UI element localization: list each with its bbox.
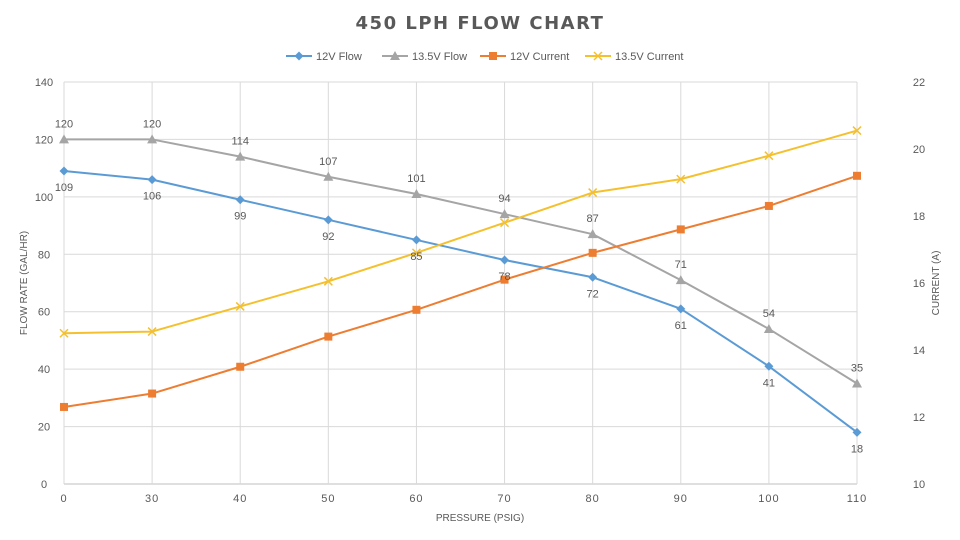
data-point [324,333,332,341]
data-label: 54 [763,308,775,320]
series-line [64,171,857,432]
x-tick-label: 80 [586,493,600,505]
y2-tick-label: 14 [913,345,925,357]
data-label: 18 [851,443,863,455]
data-point [852,379,862,388]
y-tick-label: 120 [35,134,53,146]
data-point [588,273,597,282]
data-label: 87 [587,213,599,225]
data-point [500,256,509,265]
data-label: 101 [407,173,425,185]
y-tick-label: 20 [38,422,50,434]
legend-label: 13.5V Current [615,51,683,63]
series-12v-flow [60,167,862,437]
gridlines [64,82,857,484]
series-layer [59,127,862,437]
data-point [765,202,773,210]
data-label: 41 [763,377,775,389]
data-label: 72 [587,288,599,300]
data-label: 99 [234,211,246,223]
y-axis-title: FLOW RATE (GAL/HR) [19,231,30,335]
y-tick-label: 80 [38,249,50,261]
x-tick-label: 0 [60,493,67,505]
x-tick-label: 60 [409,493,423,505]
data-label: 78 [498,271,510,283]
y-tick-label: 60 [38,307,50,319]
data-label: 94 [498,193,510,205]
y2-tick-label: 20 [913,144,925,156]
legend: 12V Flow 13.5V Flow 12V Current 13.5V Curre… [286,51,683,63]
x-tick-label: 70 [497,493,511,505]
data-label: 120 [143,118,161,130]
x-tick-label: 90 [674,493,688,505]
y2-tick-label: 22 [913,77,925,89]
series-line [64,176,857,407]
data-point [489,52,497,60]
data-label: 61 [675,320,687,332]
y-tick-label: 100 [35,192,53,204]
data-point [853,172,861,180]
data-point [148,390,156,398]
data-label: 120 [55,118,73,130]
legend-item: 13.5V Current [585,51,683,63]
legend-label: 12V Flow [316,51,362,63]
series-12v-current [60,172,861,411]
y-tick-label: 140 [35,77,53,89]
data-label: 85 [410,251,422,263]
y2-axis-title: CURRENT (A) [931,251,942,316]
data-point [412,235,421,244]
legend-item: 12V Current [480,51,569,63]
y2-axis-ticks: 10 12 14 16 18 20 22 [913,77,925,491]
data-label: 109 [55,182,73,194]
data-labels: 109 106 99 92 85 78 72 61 41 18 120 120 114 107 101 94 8… [55,118,863,455]
data-label: 106 [143,191,161,203]
x-tick-label: 100 [758,493,779,505]
data-label: 114 [231,136,249,148]
x-tick-label: 30 [145,493,159,505]
data-point [589,249,597,257]
data-label: 35 [851,363,863,375]
legend-label: 13.5V Flow [412,51,467,63]
series-13-5v-current [60,127,861,338]
data-point [677,225,685,233]
legend-item: 12V Flow [286,51,362,63]
data-point [60,403,68,411]
x-axis-ticks: 0 30 40 50 60 70 80 90 100 110 [60,493,867,505]
data-point [412,306,420,314]
y2-tick-label: 10 [913,479,925,491]
data-point [764,324,774,333]
y2-tick-label: 18 [913,211,925,223]
data-point [60,167,69,176]
y-axis-ticks: 0 20 40 60 80 100 120 140 [35,77,53,491]
chart-title: 450 LPH FLOW CHART [356,13,605,34]
legend-item: 13.5V Flow [382,51,467,63]
data-label: 71 [675,259,687,271]
data-label: 92 [322,231,334,243]
data-point [676,275,686,284]
series-line [64,131,857,334]
y-tick-label: 0 [41,479,47,491]
x-tick-label: 50 [321,493,335,505]
data-point [236,363,244,371]
x-axis-title: PRESSURE (PSIG) [436,513,524,524]
data-point [324,215,333,224]
legend-label: 12V Current [510,51,569,63]
y2-tick-label: 16 [913,278,925,290]
y2-tick-label: 12 [913,412,925,424]
x-tick-label: 110 [847,493,868,505]
y-tick-label: 40 [38,364,50,376]
x-tick-label: 40 [233,493,247,505]
data-point [295,52,304,61]
data-label: 107 [319,156,337,168]
data-point [148,175,157,184]
